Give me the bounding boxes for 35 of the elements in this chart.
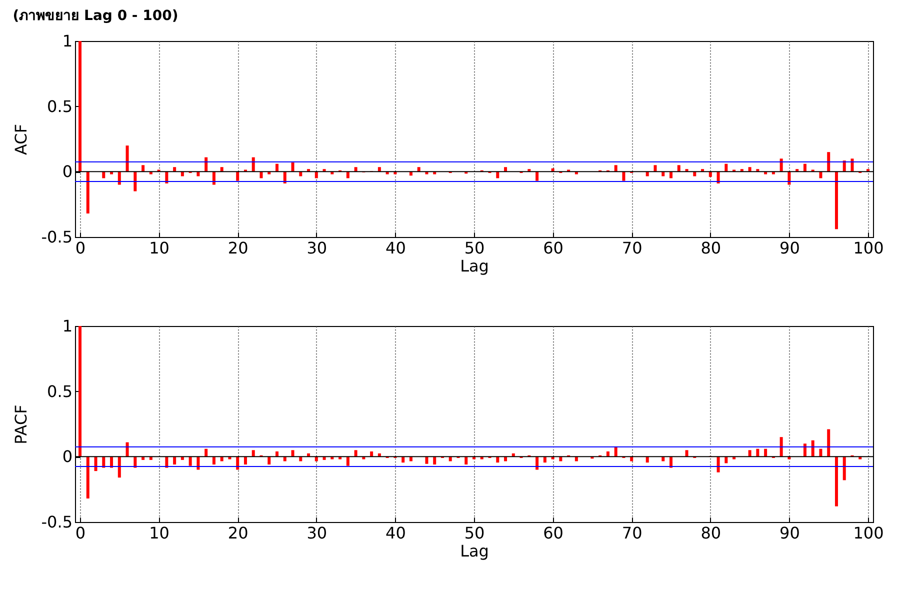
x-tick-label: 90 — [780, 238, 800, 258]
x-tick-label: 80 — [700, 238, 722, 258]
x-tick-label: 0 — [75, 524, 86, 542]
x-tick-label: 20 — [228, 238, 248, 258]
x-tick-label: 70 — [622, 524, 642, 542]
chart-title: (ภาพขยาย Lag 0 - 100) — [12, 8, 178, 24]
x-tick-label: 80 — [700, 524, 722, 542]
x-tick-label: 50 — [464, 524, 485, 542]
x-tick-label: 10 — [149, 238, 170, 258]
x-tick-label: 50 — [464, 238, 485, 258]
y-tick-label: 0 — [62, 447, 72, 466]
y-axis-title: PACF — [11, 404, 30, 444]
x-tick-label: 70 — [622, 238, 642, 258]
x-tick-label: 0 — [75, 238, 86, 258]
x-axis-title: Lag — [460, 256, 489, 276]
x-tick-label: 30 — [306, 524, 328, 542]
x-tick-label: 60 — [543, 524, 564, 542]
y-tick-label: 0 — [62, 162, 72, 182]
x-tick-label: 90 — [780, 524, 800, 542]
x-tick-label: 20 — [228, 524, 248, 542]
x-axis-title: Lag — [460, 542, 489, 560]
y-tick-label: 0.5 — [47, 382, 72, 401]
y-tick-label: 1 — [62, 32, 72, 50]
y-tick-label: -0.5 — [41, 512, 72, 532]
x-tick-label: 40 — [386, 238, 406, 258]
x-tick-label: 30 — [306, 238, 328, 258]
x-tick-label: 100 — [853, 238, 884, 258]
x-tick-label: 10 — [149, 524, 170, 542]
x-tick-label: 40 — [386, 524, 406, 542]
x-tick-label: 60 — [543, 238, 564, 258]
y-tick-label: 1 — [62, 316, 72, 336]
y-tick-label: -0.5 — [41, 228, 72, 246]
y-axis-title: ACF — [11, 124, 30, 156]
x-tick-label: 100 — [853, 524, 884, 542]
y-tick-label: 0.5 — [47, 96, 72, 116]
